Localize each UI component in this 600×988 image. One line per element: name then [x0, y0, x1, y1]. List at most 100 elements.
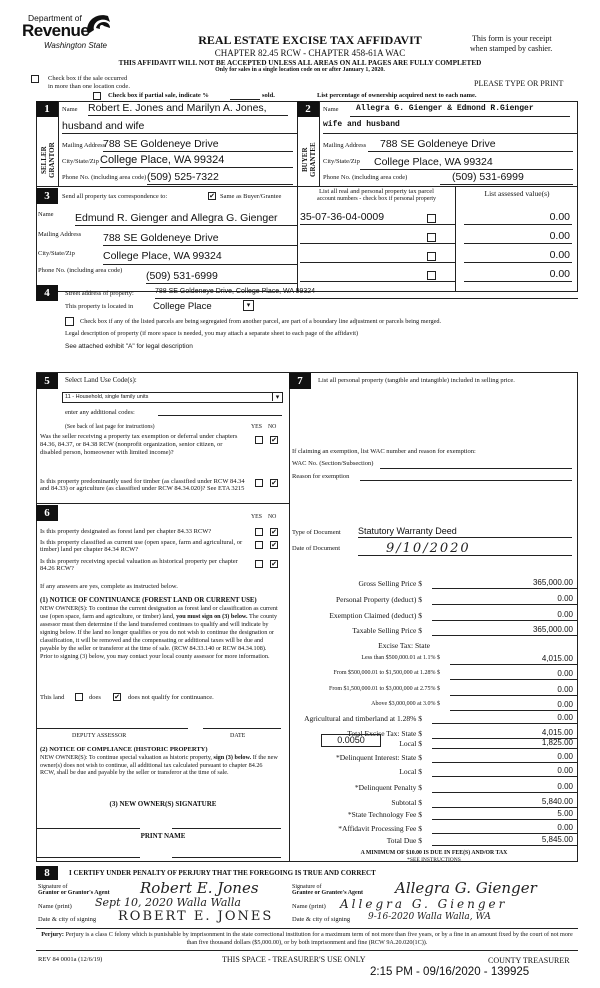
if-yes-note: If any answers are yes, complete as inst…	[40, 583, 178, 590]
grantor-signature[interactable]: Robert E. Jones	[140, 879, 259, 897]
assessed-value-field[interactable]: 0.00	[464, 211, 572, 225]
same-as-buyer-checkbox[interactable]: ✔	[208, 192, 216, 200]
location-dropdown-icon[interactable]: ▾	[243, 300, 254, 311]
tax-value-field[interactable]: 365,000.00	[432, 624, 577, 636]
print-name-line[interactable]	[36, 857, 140, 858]
personal-property-checkbox[interactable]	[427, 252, 436, 261]
q6-3-yes-checkbox[interactable]	[255, 560, 263, 568]
assessed-value-field[interactable]: 0.00	[464, 249, 572, 263]
multi-location-checkbox[interactable]	[31, 75, 39, 83]
tax-value-field[interactable]: 0.00	[432, 822, 577, 834]
mailing-label: Mailing Address	[38, 231, 82, 238]
assessed-value-field[interactable]: 0.00	[464, 230, 572, 244]
q2-yes-checkbox[interactable]	[255, 479, 263, 487]
personal-property-checkbox[interactable]	[427, 233, 436, 242]
reason-field[interactable]	[360, 473, 572, 481]
street-address-field[interactable]: 788 SE Goldeneye Drive, College Place, W…	[155, 288, 578, 299]
tax-value-field[interactable]: 365,000.00	[432, 577, 577, 589]
parcel-number-field[interactable]: 35-07-36-04-0009	[300, 211, 455, 225]
buyer-name-field[interactable]: Allegra G. Gienger & Edmond R.Gienger	[350, 104, 570, 117]
correspondence-name-field[interactable]: Edmund R. Gienger and Allegra G. Gienger	[75, 212, 297, 226]
tax-value-field[interactable]: 5,845.00	[432, 834, 577, 846]
parcel-number-field[interactable]	[300, 230, 455, 244]
partial-sale-checkbox[interactable]	[93, 92, 101, 100]
legal-description[interactable]: See attached exhibit "A" for legal descr…	[65, 343, 193, 350]
q1-no-checkbox[interactable]: ✔	[270, 436, 278, 444]
segregated-checkbox[interactable]	[65, 317, 74, 326]
tax-value-field[interactable]: 0.00	[432, 609, 577, 621]
additional-codes-field[interactable]	[158, 407, 282, 416]
print-name-line-2[interactable]	[172, 857, 281, 858]
tax-value-field[interactable]: 4,015.00	[432, 727, 577, 739]
form-subtitle: CHAPTER 82.45 RCW - CHAPTER 458-61A WAC	[214, 48, 406, 58]
tax-value-field[interactable]: 4,015.00	[450, 653, 577, 665]
tax-value-field[interactable]: 0.00	[432, 781, 577, 793]
tax-value-field[interactable]: 1,825.00	[432, 737, 577, 749]
location-select[interactable]: College Place	[153, 301, 212, 312]
land-use-select[interactable]: 11 - Household, single family units ▾	[62, 392, 283, 403]
land-use-value: 11 - Household, single family units	[65, 394, 149, 400]
local-rate-field[interactable]: 0.0050	[321, 734, 381, 747]
buyer-city-field[interactable]: College Place, WA 99324	[360, 156, 573, 170]
tax-line: Excise Tax: State	[290, 639, 580, 653]
buyer-name-field-2[interactable]: wife and husband	[323, 120, 578, 134]
new-owner-signature-line-2[interactable]	[172, 828, 281, 829]
section-number: 8	[36, 866, 58, 880]
wac-field[interactable]	[380, 461, 572, 469]
tax-value-field[interactable]: 5.00	[432, 808, 577, 820]
tax-value-field[interactable]: 0.00	[432, 593, 577, 605]
personal-property-checkbox[interactable]	[427, 271, 436, 280]
q1-yes-checkbox[interactable]	[255, 436, 263, 444]
does-checkbox[interactable]	[75, 693, 83, 701]
tax-value-field[interactable]: 0.00	[450, 684, 577, 696]
seller-mailing-field[interactable]: 788 SE Goldeneye Drive	[103, 138, 293, 152]
completion-warning: THIS AFFIDAVIT WILL NOT BE ACCEPTED UNLE…	[118, 59, 482, 67]
partial-percent-field[interactable]	[230, 91, 260, 100]
tax-value-field[interactable]: 0.00	[432, 712, 577, 724]
q6-2-no-checkbox[interactable]: ✔	[270, 541, 278, 549]
seller-phone-field[interactable]: (509) 525-7322	[147, 171, 293, 185]
parcel-number-field[interactable]	[300, 268, 455, 282]
q6-1-no-checkbox[interactable]: ✔	[270, 528, 278, 536]
assessor-date-line[interactable]	[203, 728, 281, 729]
parcel-number-field[interactable]	[300, 249, 455, 263]
seller-city-field[interactable]: College Place, WA 99324	[100, 154, 293, 168]
correspondence-mailing-field[interactable]: 788 SE Goldeneye Drive	[103, 232, 297, 246]
section-number: 6	[36, 505, 58, 521]
deputy-signature-line[interactable]	[36, 728, 188, 729]
tax-value-field[interactable]: 0.00	[432, 751, 577, 763]
tax-line-label: From $500,000.01 to $1,500,000 at 1.28% …	[333, 670, 441, 676]
correspondence-city-field[interactable]: College Place, WA 99324	[103, 250, 297, 265]
grantee-name-field[interactable]: Allegra G. Gienger	[340, 897, 508, 911]
personal-property-checkbox[interactable]	[427, 214, 436, 223]
tax-value-field[interactable]: 5,840.00	[432, 796, 577, 808]
q6-3-no-checkbox[interactable]: ✔	[270, 560, 278, 568]
q6-1-yes-checkbox[interactable]	[255, 528, 263, 536]
doc-type-field[interactable]: Statutory Warranty Deed	[358, 526, 572, 538]
grantee-date-field[interactable]: 9-16-2020 Walla Walla, WA	[368, 912, 491, 922]
seller-name-field-2[interactable]: husband and wife	[62, 120, 297, 134]
does-not-checkbox[interactable]: ✔	[113, 693, 121, 701]
grantor-date-field[interactable]: ROBERT E. JONES	[118, 909, 274, 924]
correspondence-phone-field[interactable]: (509) 531-6999	[146, 270, 297, 284]
buyer-phone-field[interactable]: (509) 531-6999	[440, 171, 573, 185]
tax-value-field[interactable]: 0.00	[432, 765, 577, 777]
chevron-down-icon[interactable]: ▾	[272, 393, 282, 401]
phone-label: Phone No. (including area code)	[62, 174, 147, 181]
q6-2-yes-checkbox[interactable]	[255, 541, 263, 549]
tax-value-field[interactable]: 0.00	[450, 668, 577, 680]
seller-name-field[interactable]: Robert E. Jones and Marilyn A. Jones,	[88, 102, 288, 116]
tax-line: *Delinquent Penalty $ 0.00	[290, 781, 580, 795]
q2-no-checkbox[interactable]: ✔	[270, 479, 278, 487]
buyer-mailing-field[interactable]: 788 SE Goldeneye Drive	[368, 138, 573, 152]
assessed-value-field[interactable]: 0.00	[464, 268, 572, 282]
grantor-name-field[interactable]: Sept 10, 2020 Walla Walla	[95, 896, 241, 909]
doc-date-field[interactable]: 9/10/2020	[358, 541, 572, 556]
tax-line: Subtotal $ 5,840.00	[290, 796, 580, 810]
section-number: 5	[36, 373, 58, 389]
grantor-date-label: Date & city of signing	[38, 916, 97, 923]
legal-label: Legal description of property (if more s…	[65, 330, 359, 337]
new-owner-signature-line[interactable]	[36, 828, 140, 829]
tax-value-field[interactable]: 0.00	[450, 699, 577, 711]
grantee-signature[interactable]: Allegra G. Gienger	[395, 879, 537, 897]
